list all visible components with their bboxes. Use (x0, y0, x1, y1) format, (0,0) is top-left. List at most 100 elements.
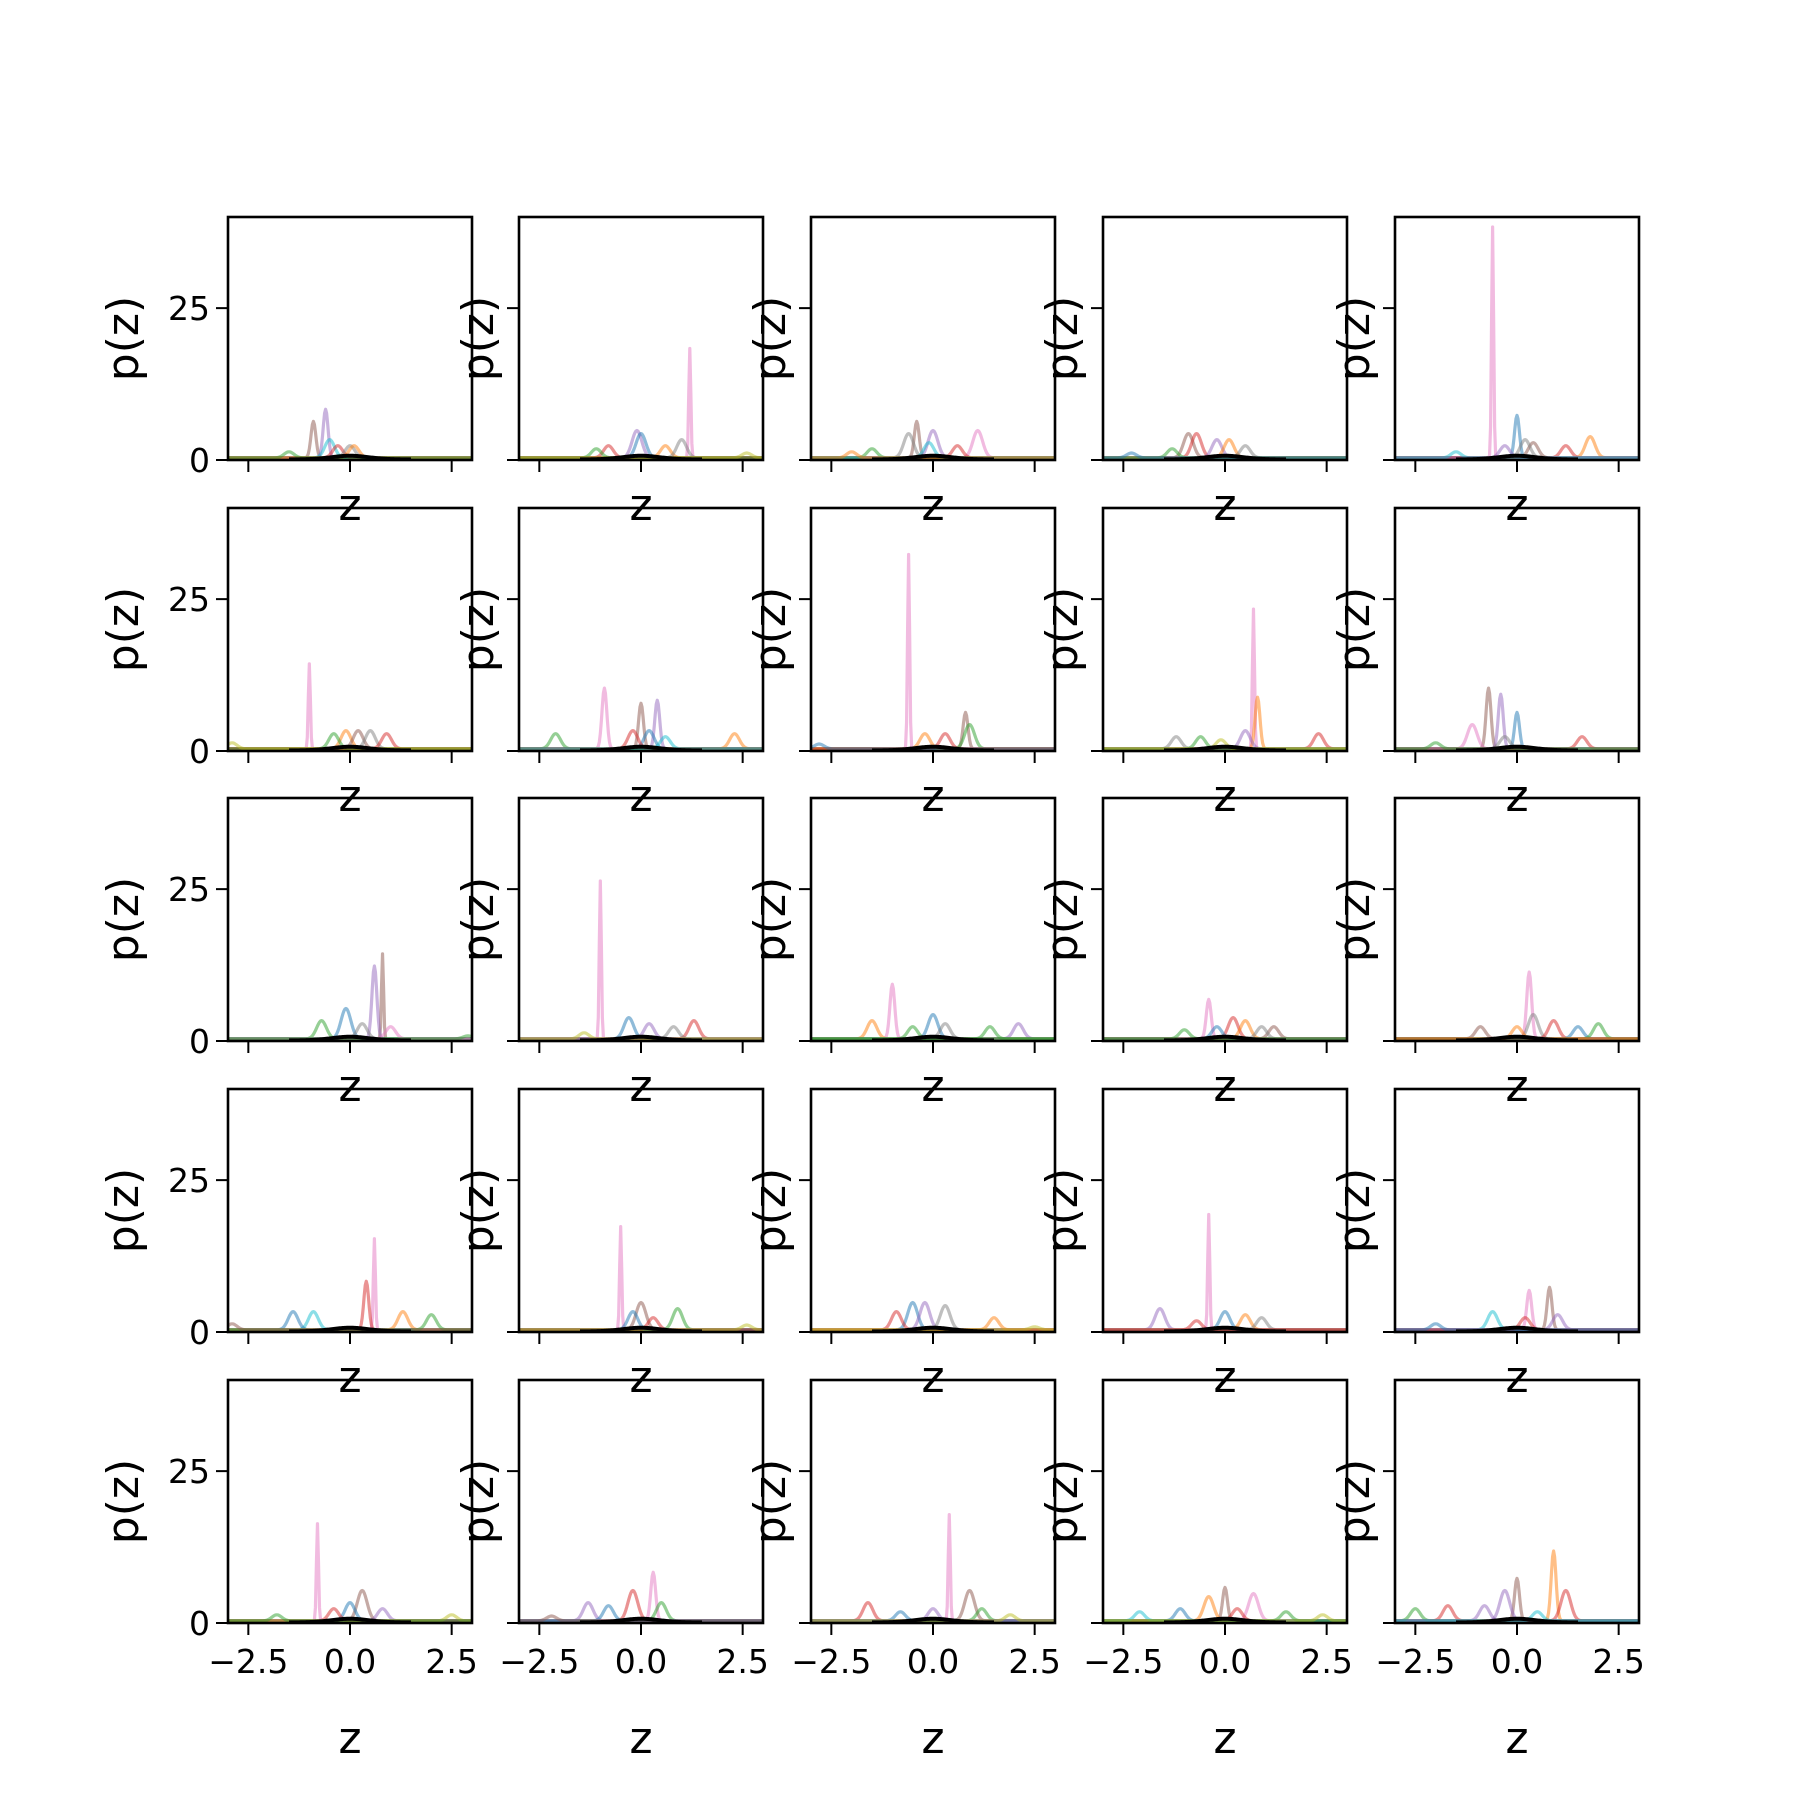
pdf-curve (228, 741, 472, 751)
y-axis-label: p(z) (745, 296, 796, 381)
subplot-r2-c0: 0 25 z p(z) (98, 796, 474, 1112)
pdf-curve (519, 1323, 763, 1332)
subplot-r1-c3: z p(z) (1037, 506, 1349, 822)
y-axis-label: p(z) (1037, 877, 1088, 962)
x-axis-label: z (1213, 1061, 1236, 1112)
subplot-r0-c3: z p(z) (1037, 215, 1349, 531)
pdf-curve (519, 1225, 763, 1332)
plot-area (228, 407, 472, 460)
axes-frame (1393, 796, 1641, 1043)
y-tick-label: 25 (168, 1161, 210, 1200)
y-tick-label: 0 (189, 732, 210, 771)
x-tick-label: 0.0 (615, 1642, 667, 1681)
y-axis-label: p(z) (98, 296, 149, 381)
x-axis-label: z (1213, 1713, 1236, 1764)
plot-area (519, 686, 763, 751)
pdf-curve (228, 1279, 472, 1332)
pdf-curve (228, 450, 472, 460)
subplot-r2-c3: z p(z) (1037, 796, 1349, 1112)
y-axis-label: p(z) (1037, 587, 1088, 672)
subplot-r1-c0: 0 25 z p(z) (98, 506, 474, 822)
subplot-r4-c3: −2.5 0.0 2.5 z p(z) (1037, 1378, 1353, 1764)
x-axis-label: z (921, 1352, 944, 1403)
pdf-curve (811, 1588, 1055, 1623)
subplot-r1-c4: z p(z) (1329, 506, 1641, 822)
y-tick-label: 25 (168, 870, 210, 909)
pdf-curve (1395, 450, 1639, 460)
pdf-curve (811, 552, 1055, 751)
plot-area (228, 1237, 472, 1332)
pdf-curve (1395, 741, 1639, 751)
plot-area (1103, 431, 1347, 460)
x-tick-label: 2.5 (1008, 1642, 1060, 1681)
x-axis-label: z (921, 1713, 944, 1764)
x-tick-label: 0.0 (1199, 1642, 1251, 1681)
x-tick-label: 0.0 (907, 1642, 959, 1681)
y-axis-label: p(z) (1329, 296, 1380, 381)
subplot-r1-c1: z p(z) (453, 506, 765, 822)
subplot-r4-c1: −2.5 0.0 2.5 z p(z) (453, 1378, 769, 1764)
y-axis-label: p(z) (453, 296, 504, 381)
x-axis-label: z (338, 1352, 361, 1403)
subplot-r4-c2: −2.5 0.0 2.5 z p(z) (745, 1378, 1061, 1764)
x-tick-label: 0.0 (1491, 1642, 1543, 1681)
pdf-curve (228, 419, 472, 460)
y-axis-label: p(z) (1329, 1459, 1380, 1544)
axes-frame (1101, 215, 1349, 462)
x-tick-label: 0.0 (324, 1642, 376, 1681)
pdf-curve (1395, 1610, 1639, 1623)
axes-frame (517, 215, 765, 462)
pdf-curve (228, 964, 472, 1041)
x-axis-label: z (629, 1061, 652, 1112)
pdf-curve (811, 982, 1055, 1041)
x-axis-label: z (338, 480, 361, 531)
subplot-r4-c0: −2.5 0.0 2.5 0 25 z p(z) (98, 1378, 478, 1764)
plot-area (1103, 1212, 1347, 1332)
x-axis-label: z (1505, 771, 1528, 822)
pdf-curve (1395, 1322, 1639, 1332)
y-tick-label: 0 (189, 1313, 210, 1352)
plot-area (228, 1522, 472, 1623)
axes-frame (226, 1087, 474, 1334)
x-axis-label: z (1505, 1352, 1528, 1403)
x-tick-label: −2.5 (1375, 1642, 1455, 1681)
axes-frame (1101, 506, 1349, 753)
plot-area (1395, 225, 1639, 460)
subplot-r3-c1: z p(z) (453, 1087, 765, 1403)
axes-frame (226, 506, 474, 753)
x-axis-label: z (629, 771, 652, 822)
y-axis-label: p(z) (453, 1459, 504, 1544)
y-tick-label: 25 (168, 1452, 210, 1491)
y-axis-label: p(z) (1329, 1168, 1380, 1253)
plot-area (811, 419, 1055, 460)
pdf-curve (811, 1512, 1055, 1623)
pdf-curve (519, 686, 763, 751)
x-axis-label: z (1505, 1061, 1528, 1112)
subplot-r3-c3: z p(z) (1037, 1087, 1349, 1403)
plot-area (1395, 1549, 1639, 1623)
subplot-r4-c4: −2.5 0.0 2.5 z p(z) (1329, 1378, 1645, 1764)
axes-frame (809, 215, 1057, 462)
pdf-curve (519, 1031, 763, 1041)
plot-area (811, 982, 1055, 1041)
pdf-curve (228, 952, 472, 1041)
axes-frame (809, 1087, 1057, 1334)
plot-area (1395, 970, 1639, 1041)
plot-area (228, 952, 472, 1041)
axes-frame (517, 506, 765, 753)
pdf-curve (1103, 451, 1347, 460)
pdf-curve (811, 450, 1055, 460)
x-axis-label: z (338, 1061, 361, 1112)
y-axis-label: p(z) (453, 1168, 504, 1253)
x-tick-label: 2.5 (425, 1642, 477, 1681)
x-axis-label: z (338, 771, 361, 822)
pdf-curve (519, 735, 763, 751)
y-tick-label: 0 (189, 1604, 210, 1643)
y-axis-label: p(z) (1037, 1459, 1088, 1544)
axes-frame (226, 796, 474, 1043)
x-axis-label: z (1505, 480, 1528, 531)
pdf-curve (1395, 1588, 1639, 1623)
subplot-r3-c4: z p(z) (1329, 1087, 1641, 1403)
x-tick-label: −2.5 (1083, 1642, 1163, 1681)
